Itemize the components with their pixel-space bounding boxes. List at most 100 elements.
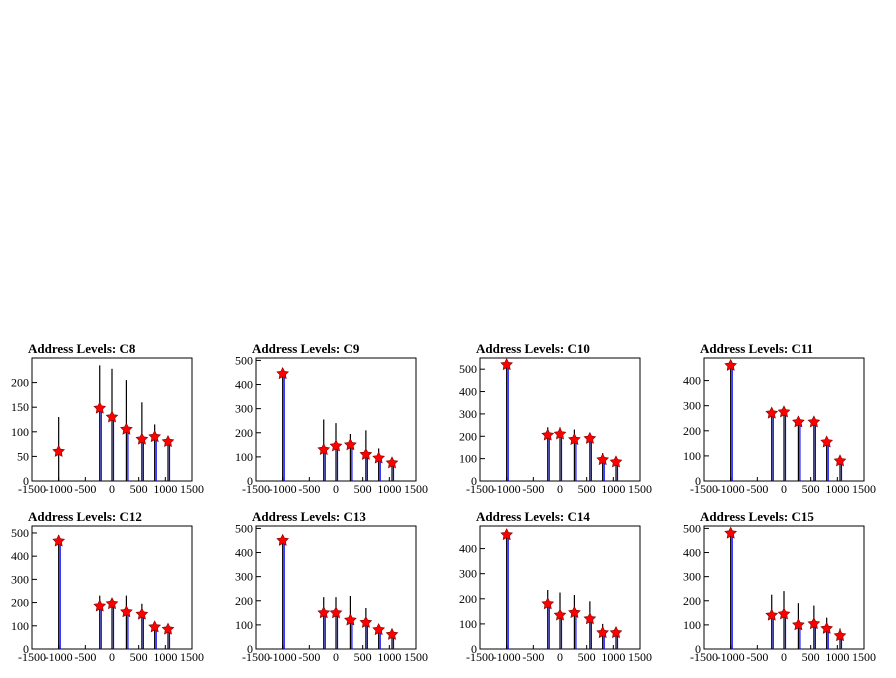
y-tick-label: 300 — [11, 572, 29, 586]
y-tick-label: 400 — [459, 385, 477, 399]
y-tick-label: 400 — [11, 549, 29, 563]
y-tick-label: 100 — [459, 617, 477, 631]
x-tick-label: 0 — [557, 482, 563, 496]
x-tick-label: -1500 — [242, 650, 270, 664]
peak-marker — [148, 430, 162, 443]
peak-marker — [385, 456, 399, 469]
x-tick-label: 500 — [130, 650, 148, 664]
peak-marker — [541, 597, 555, 610]
chart-panel: Address Levels: C14 0 100 200 300 400 -1500 -10… — [448, 510, 672, 678]
y-tick-label: 0 — [247, 642, 253, 656]
peak-marker — [93, 401, 107, 414]
peak-marker — [765, 608, 779, 621]
y-tick-label: 100 — [683, 449, 701, 463]
y-tick-label: 400 — [683, 546, 701, 560]
chart-plot: 0 100 200 300 400 -1500-1000 -500 0 500 1000 1500 — [459, 525, 652, 664]
x-tick-label: -1500 — [690, 482, 718, 496]
y-tick-label: 100 — [11, 619, 29, 633]
chart-plot: 0 100 200 300 400 -1500-1000 -500 0 500 1000 1500 — [683, 357, 876, 496]
x-tick-label: -1000 — [717, 650, 745, 664]
peak-marker — [583, 431, 597, 444]
x-tick-label: 0 — [109, 650, 115, 664]
peak-marker — [52, 534, 66, 547]
y-tick-label: 100 — [235, 618, 253, 632]
peak-marker — [609, 455, 623, 468]
chart-plot: 0 100 200 300 400 500 -1500-1000 -500 0 500 1000 15… — [459, 357, 652, 496]
x-tick-label: 1000 — [153, 482, 177, 496]
y-tick-label: 200 — [11, 596, 29, 610]
y-tick-label: 500 — [683, 521, 701, 535]
peak-marker — [777, 607, 791, 620]
peak-marker — [329, 439, 343, 452]
y-tick-label: 500 — [235, 353, 253, 367]
peak-marker — [317, 606, 331, 619]
peak-marker — [765, 406, 779, 419]
peak-marker — [372, 623, 386, 636]
peak-marker — [52, 444, 66, 457]
peak-marker — [724, 358, 738, 371]
x-tick-label: -1000 — [493, 650, 521, 664]
x-tick-label: -1000 — [717, 482, 745, 496]
x-tick-label: 1000 — [825, 650, 849, 664]
peak-marker — [792, 618, 805, 631]
chart-title: Address Levels: C13 — [252, 509, 366, 524]
peak-marker — [329, 606, 343, 619]
chart-panel: Address Levels: C15 0 100 200 300 400 500 -1500… — [672, 510, 896, 678]
x-tick-label: -1500 — [18, 650, 46, 664]
peak-marker — [820, 621, 834, 634]
peak-marker — [135, 432, 149, 445]
y-tick-label: 500 — [235, 521, 253, 535]
x-tick-label: 0 — [557, 650, 563, 664]
peak-marker — [568, 605, 581, 619]
chart-panel: Address Levels: C12 0 100 200 300 400 500 -1500… — [0, 510, 224, 678]
chart-title: Address Levels: C12 — [28, 509, 142, 524]
peak-marker — [276, 533, 290, 546]
peak-marker — [792, 415, 805, 428]
y-tick-label: 150 — [11, 400, 29, 414]
y-tick-label: 300 — [235, 570, 253, 584]
x-tick-label: 1000 — [825, 482, 849, 496]
peak-marker — [105, 597, 119, 610]
x-tick-label: -500 — [74, 482, 96, 496]
peak-marker — [359, 615, 373, 628]
x-tick-label: -1500 — [466, 482, 494, 496]
y-tick-label: 300 — [683, 570, 701, 584]
peak-marker — [553, 427, 567, 440]
x-tick-label: -1500 — [18, 482, 46, 496]
peak-marker — [500, 358, 514, 371]
x-tick-label: 1500 — [404, 650, 428, 664]
x-tick-label: -500 — [746, 650, 768, 664]
chart-title: Address Levels: C9 — [252, 341, 360, 356]
x-tick-label: -1000 — [493, 482, 521, 496]
peak-marker — [553, 608, 567, 621]
y-tick-label: 0 — [695, 642, 701, 656]
peak-marker — [807, 617, 821, 630]
x-tick-label: -500 — [298, 650, 320, 664]
y-tick-label: 0 — [695, 474, 701, 488]
chart-panel: Address Levels: C13 0 100 200 300 400 500 -1500… — [224, 510, 448, 678]
peak-marker — [777, 405, 791, 418]
y-tick-label: 300 — [459, 407, 477, 421]
peak-marker — [807, 415, 821, 428]
y-tick-label: 200 — [459, 429, 477, 443]
y-tick-label: 300 — [459, 567, 477, 581]
chart-plot: 0 50 100 150 200 -1500-1000 -500 0 500 1000 1500 — [11, 357, 204, 496]
x-tick-label: 500 — [578, 482, 596, 496]
x-tick-label: -1000 — [269, 650, 297, 664]
y-tick-label: 0 — [471, 474, 477, 488]
y-tick-label: 0 — [23, 474, 29, 488]
y-tick-label: 300 — [683, 399, 701, 413]
peak-marker — [276, 367, 290, 380]
y-tick-label: 0 — [471, 642, 477, 656]
y-tick-label: 300 — [235, 402, 253, 416]
peak-marker — [500, 528, 514, 541]
peak-marker — [596, 626, 610, 639]
x-tick-label: 0 — [781, 482, 787, 496]
peak-marker — [344, 438, 357, 451]
y-tick-label: 400 — [235, 378, 253, 392]
x-tick-label: 0 — [109, 482, 115, 496]
x-tick-label: -1000 — [269, 482, 297, 496]
peak-marker — [161, 622, 175, 635]
x-tick-label: 1000 — [377, 482, 401, 496]
